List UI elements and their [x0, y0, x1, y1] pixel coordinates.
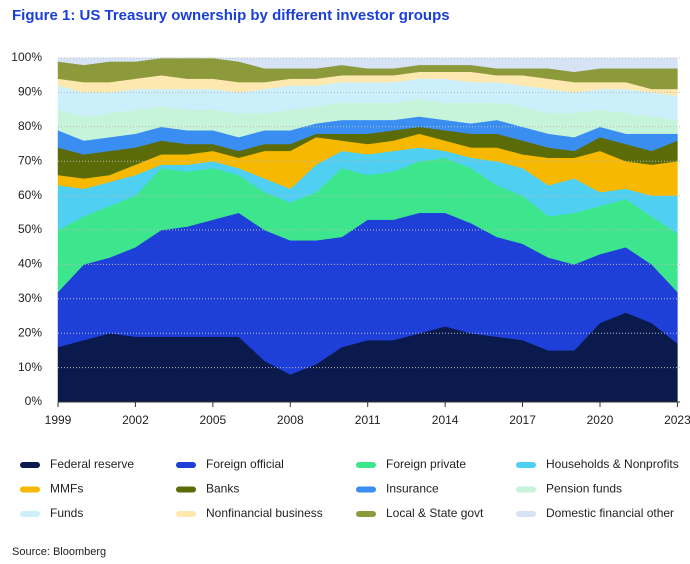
area: [57, 57, 678, 73]
legend-label: Banks: [206, 482, 239, 496]
y-tick-label: 0%: [25, 394, 43, 408]
x-tick-label: 2023: [664, 413, 690, 427]
source: Source: Bloomberg: [12, 546, 106, 558]
x-tick-label: 2008: [277, 413, 304, 427]
legend-label: Local & State govt: [386, 506, 484, 520]
legend-label: Insurance: [386, 482, 439, 496]
x-tick-label: 1999: [45, 413, 72, 427]
y-tick-label: 40%: [18, 257, 42, 271]
legend-label: Federal reserve: [50, 457, 134, 471]
chart-title: Figure 1: US Treasury ownership by diffe…: [12, 7, 450, 24]
legend-swatch: [176, 486, 196, 493]
legend-label: Foreign private: [386, 457, 466, 471]
legend-label: Domestic financial other: [546, 506, 674, 520]
y-tick-label: 30%: [18, 291, 42, 305]
legend-swatch: [356, 462, 376, 468]
y-tick-label: 20%: [18, 325, 42, 339]
y-tick-label: 50%: [18, 222, 42, 236]
legend-label: Foreign official: [206, 457, 284, 471]
legend-swatch: [516, 511, 536, 517]
legend-label: Pension funds: [546, 482, 622, 496]
y-tick-label: 60%: [18, 188, 42, 202]
x-tick-label: 2014: [432, 413, 459, 427]
y-tick-label: 70%: [18, 153, 42, 167]
y-tick-label: 90%: [18, 85, 42, 99]
legend-swatch: [176, 511, 196, 517]
legend-label: Households & Nonprofits: [546, 457, 679, 471]
x-tick-label: 2020: [587, 413, 614, 427]
legend-swatch: [356, 511, 376, 517]
y-tick-label: 100%: [11, 50, 42, 64]
legend-label: MMFs: [50, 482, 83, 496]
x-tick-label: 2002: [122, 413, 149, 427]
legend-swatch: [20, 462, 40, 468]
legend-swatch: [356, 486, 376, 493]
legend-swatch: [516, 462, 536, 468]
legend-swatch: [20, 511, 40, 517]
y-tick-label: 10%: [18, 360, 42, 374]
x-tick-label: 2017: [509, 413, 536, 427]
legend-swatch: [176, 462, 196, 468]
legend-swatch: [516, 486, 536, 493]
legend-swatch: [20, 486, 40, 493]
x-tick-label: 2005: [200, 413, 227, 427]
legend-label: Nonfinancial business: [206, 506, 323, 520]
legend-label: Funds: [50, 506, 83, 520]
y-tick-label: 80%: [18, 119, 42, 133]
x-tick-label: 2011: [355, 413, 381, 427]
